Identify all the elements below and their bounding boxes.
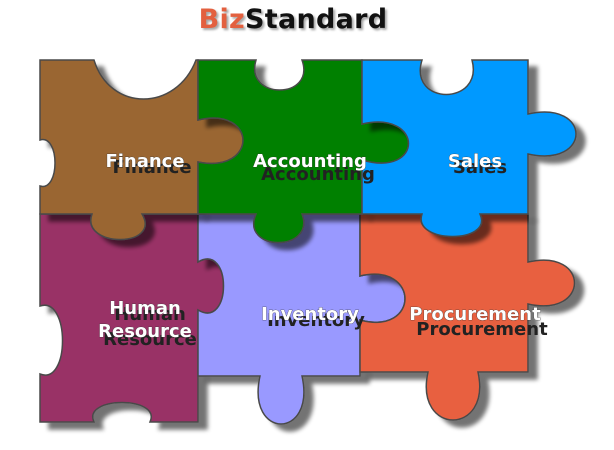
finance-label: Finance	[105, 151, 184, 172]
brand-logo-biz: Biz	[198, 4, 246, 35]
human-resource-label-line2-shadow: Resource	[103, 329, 197, 350]
sales-label: Sales	[448, 151, 502, 172]
human-resource-label-line1: Human	[109, 298, 181, 319]
puzzle-piece-sales-shape	[361, 59, 577, 238]
inventory-label: Inventory	[261, 304, 359, 325]
accounting-label: Accounting	[253, 151, 367, 172]
brand-logo: BizStandard	[0, 4, 586, 35]
finance-label-shadow: Finance	[112, 157, 191, 178]
puzzle-piece-sales[interactable]	[361, 59, 577, 238]
human-resource-label-line1-shadow: Human	[114, 304, 186, 325]
brand-logo-standard: Standard	[245, 4, 388, 35]
sales-label-shadow: Sales	[453, 157, 507, 178]
procurement-label-shadow: Procurement	[416, 319, 548, 340]
inventory-label-shadow: Inventory	[267, 310, 365, 331]
accounting-label-shadow: Accounting	[261, 164, 375, 185]
procurement-label: Procurement	[409, 304, 541, 325]
human-resource-label-line2: Resource	[98, 321, 192, 342]
